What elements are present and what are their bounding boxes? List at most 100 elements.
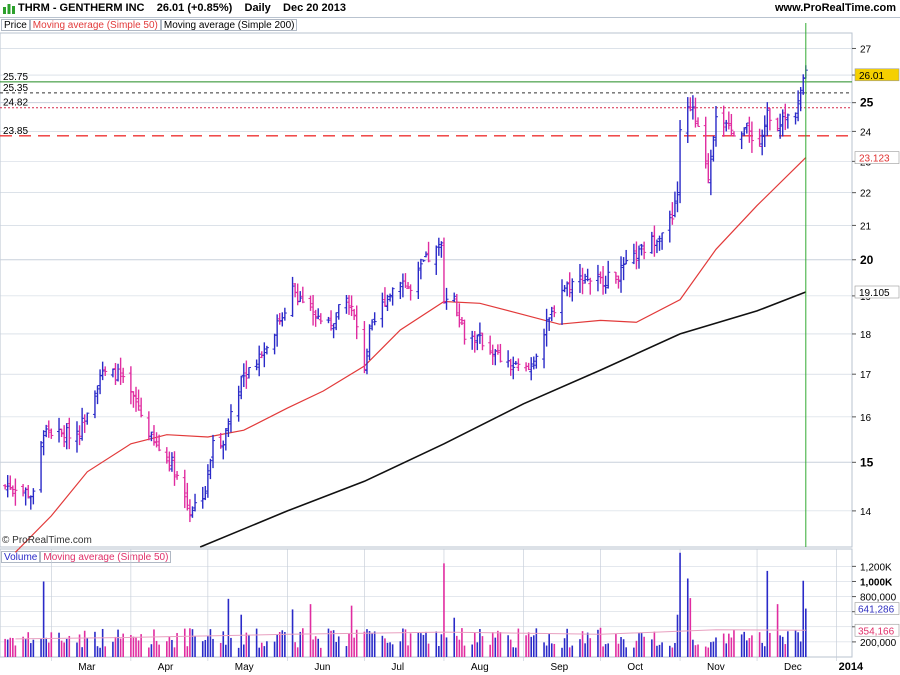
price-bar[interactable] [172, 451, 177, 486]
price-bar[interactable] [3, 484, 8, 490]
price-bar[interactable] [385, 294, 390, 312]
price-bar[interactable] [23, 487, 28, 506]
price-bar[interactable] [488, 335, 493, 355]
price-bar[interactable] [570, 278, 575, 302]
ma50-line[interactable] [14, 157, 807, 553]
volume-value-tag[interactable] [854, 623, 900, 637]
price-bar[interactable] [190, 506, 195, 518]
price-bar[interactable] [300, 286, 305, 304]
price-bar[interactable] [477, 322, 482, 344]
price-bar[interactable] [742, 127, 747, 137]
price-bar[interactable] [601, 266, 606, 295]
price-bar[interactable] [798, 87, 803, 112]
price-bar[interactable] [495, 344, 500, 355]
price-bar[interactable] [803, 65, 808, 79]
price-bar[interactable] [67, 417, 72, 450]
price-bar[interactable] [334, 312, 339, 331]
price-bar[interactable] [154, 432, 159, 448]
legend-price[interactable]: Price [1, 19, 30, 31]
price-bar[interactable] [139, 397, 144, 418]
price-bar[interactable] [634, 241, 639, 270]
price-bar[interactable] [157, 434, 162, 452]
price-bar[interactable] [100, 361, 105, 381]
price-bar[interactable] [470, 330, 475, 350]
price-bar[interactable] [580, 267, 585, 295]
price-value-tag[interactable] [854, 68, 900, 82]
price-bar[interactable] [77, 425, 82, 446]
price-bar[interactable] [793, 112, 798, 125]
price-bar[interactable] [606, 260, 611, 289]
price-bar[interactable] [526, 362, 531, 371]
price-bar[interactable] [462, 319, 467, 345]
price-bar[interactable] [187, 499, 192, 523]
price-bar[interactable] [236, 385, 241, 422]
price-bar[interactable] [331, 323, 336, 339]
volume-value-tag[interactable] [854, 602, 900, 615]
volume-plot-area[interactable] [0, 548, 853, 658]
price-bar[interactable] [654, 239, 659, 254]
price-bar[interactable] [262, 342, 267, 368]
price-bar[interactable] [62, 425, 67, 448]
price-bar[interactable] [13, 478, 18, 506]
price-bar[interactable] [639, 243, 644, 256]
price-bar[interactable] [670, 202, 675, 225]
price-bar[interactable] [200, 486, 205, 509]
price-bar[interactable] [621, 257, 626, 281]
price-bar[interactable] [380, 292, 385, 328]
price-bar[interactable] [534, 353, 539, 369]
price-bar[interactable] [457, 303, 462, 328]
price-plot-area[interactable] [0, 32, 853, 548]
price-bar[interactable] [444, 287, 449, 310]
price-bar[interactable] [275, 314, 280, 347]
price-bar[interactable] [293, 283, 298, 298]
price-bar[interactable] [221, 440, 226, 460]
price-bar[interactable] [796, 90, 801, 122]
price-bar[interactable] [583, 273, 588, 284]
price-bar[interactable] [228, 404, 233, 433]
price-bar[interactable] [549, 306, 554, 322]
price-bar[interactable] [31, 488, 36, 505]
price-bar[interactable] [390, 287, 395, 306]
legend-volume-ma50[interactable]: Moving average (Simple 50) [40, 551, 172, 563]
price-bar[interactable] [316, 308, 321, 320]
price-bar[interactable] [5, 475, 10, 498]
price-bar[interactable] [354, 305, 359, 340]
price-bar[interactable] [370, 319, 375, 331]
price-bar[interactable] [767, 107, 772, 131]
price-value-tag[interactable] [854, 285, 900, 299]
price-bar[interactable] [780, 109, 785, 137]
price-bar[interactable] [408, 284, 413, 301]
price-bar[interactable] [624, 249, 629, 265]
price-bar[interactable] [757, 128, 762, 147]
price-bar[interactable] [113, 362, 118, 385]
price-bar[interactable] [631, 243, 636, 265]
price-bar[interactable] [151, 425, 156, 446]
price-bar[interactable] [136, 389, 141, 411]
price-bar[interactable] [49, 428, 54, 439]
price-bar[interactable] [82, 414, 87, 433]
price-bar[interactable] [95, 385, 100, 405]
price-bar[interactable] [598, 271, 603, 284]
price-bar[interactable] [418, 258, 423, 280]
price-bar[interactable] [729, 113, 734, 137]
price-bar[interactable] [416, 261, 421, 300]
price-bar[interactable] [282, 307, 287, 321]
price-bar[interactable] [85, 412, 90, 425]
price-bar[interactable] [257, 345, 262, 377]
price-bar[interactable] [403, 273, 408, 288]
price-bar[interactable] [290, 276, 295, 317]
price-bar[interactable] [667, 210, 672, 243]
price-bar[interactable] [744, 122, 749, 134]
price-bar[interactable] [118, 357, 123, 385]
price-bar[interactable] [424, 251, 428, 258]
price-bar[interactable] [713, 105, 718, 147]
price-bar[interactable] [121, 367, 126, 383]
price-bar[interactable] [26, 485, 31, 499]
price-bar[interactable] [783, 103, 788, 131]
price-bar[interactable] [382, 287, 387, 307]
price-bar[interactable] [110, 368, 115, 378]
price-bar[interactable] [128, 366, 133, 405]
price-bar[interactable] [254, 359, 259, 371]
price-bar[interactable] [272, 333, 277, 355]
price-bar[interactable] [169, 452, 174, 472]
